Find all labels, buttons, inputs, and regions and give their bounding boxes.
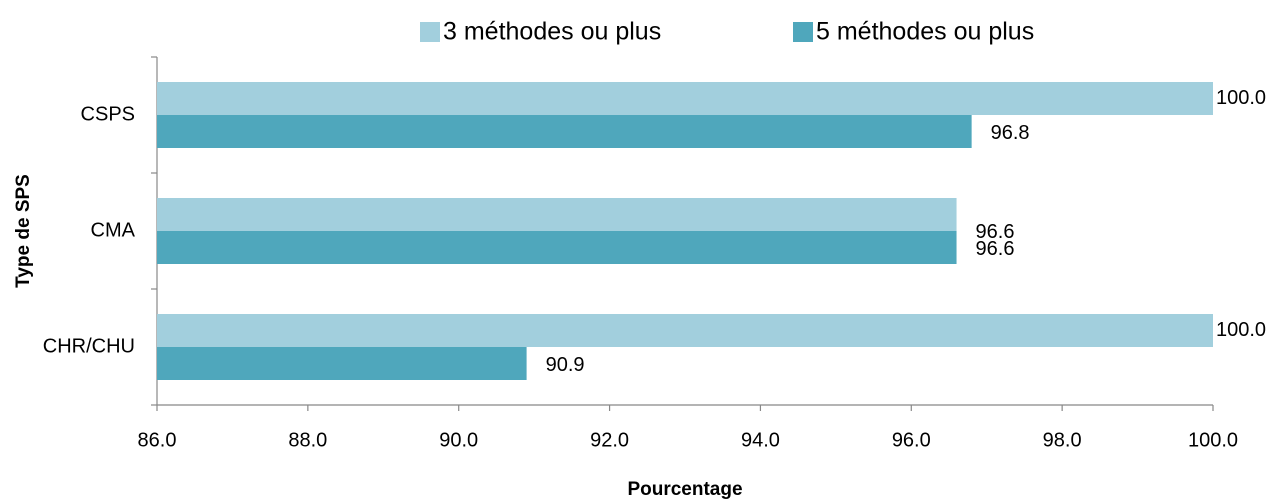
x-tick-label: 90.0 xyxy=(439,429,478,451)
bar xyxy=(157,115,972,148)
data-label: 100.0 xyxy=(1216,319,1266,341)
y-axis-label: Type de SPS xyxy=(13,174,34,288)
bar xyxy=(157,198,957,231)
legend-swatch xyxy=(420,22,440,42)
bar xyxy=(157,347,527,380)
x-tick-label: 100.0 xyxy=(1188,429,1238,451)
x-tick-label: 92.0 xyxy=(590,429,629,451)
x-tick-label: 98.0 xyxy=(1043,429,1082,451)
data-label: 96.8 xyxy=(991,122,1030,144)
bar xyxy=(157,82,1213,115)
x-tick-label: 96.0 xyxy=(892,429,931,451)
x-tick-label: 94.0 xyxy=(741,429,780,451)
bar xyxy=(157,231,957,264)
x-tick-label: 88.0 xyxy=(288,429,327,451)
legend-swatch xyxy=(793,22,813,42)
data-label: 100.0 xyxy=(1216,87,1266,109)
x-tick-label: 86.0 xyxy=(138,429,177,451)
data-label: 96.6 xyxy=(976,238,1015,260)
data-label: 90.9 xyxy=(546,354,585,376)
y-tick-label: CMA xyxy=(91,219,136,241)
y-tick-label: CHR/CHU xyxy=(43,335,135,357)
y-tick-label: CSPS xyxy=(81,103,135,125)
data-label: 96.6 xyxy=(976,221,1015,243)
legend-label: 3 méthodes ou plus xyxy=(443,18,661,46)
legend-label: 5 méthodes ou plus xyxy=(816,18,1034,46)
x-axis-label: Pourcentage xyxy=(627,479,742,500)
bar xyxy=(157,314,1213,347)
